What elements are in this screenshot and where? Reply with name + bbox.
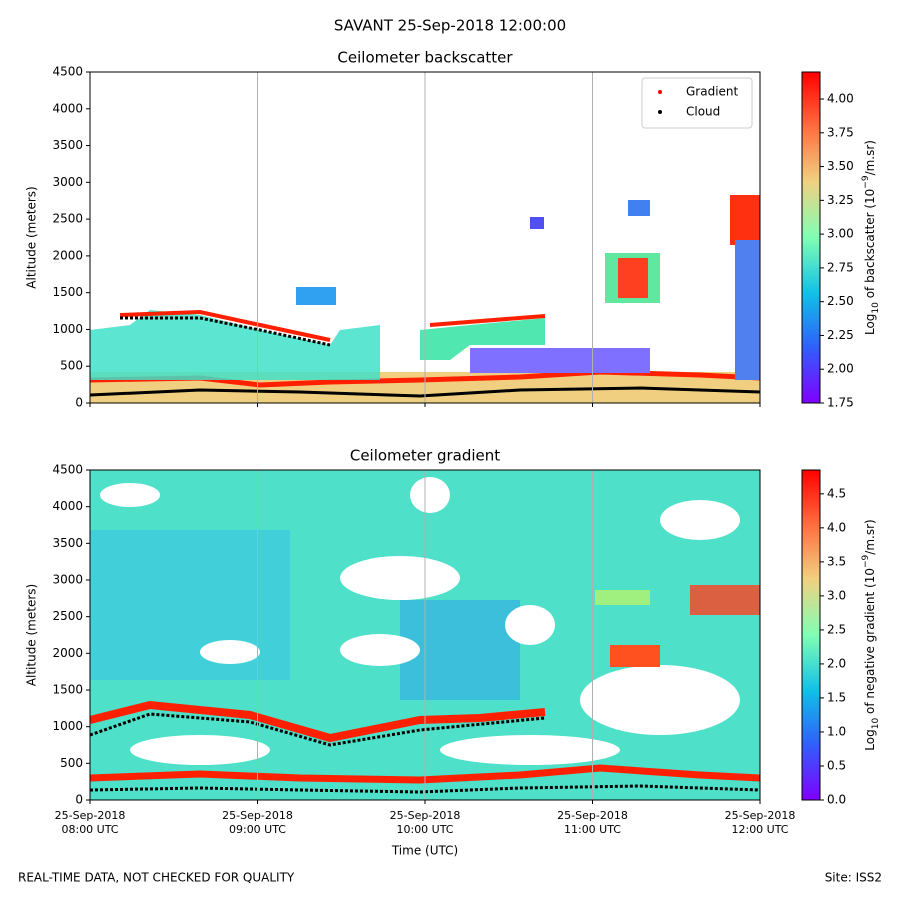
axes-frame bbox=[89, 71, 761, 404]
y-tick-label: 0 bbox=[75, 396, 83, 410]
x-tick-label: 11:00 UTC bbox=[564, 823, 621, 836]
colorbar-tick-label: 1.5 bbox=[827, 690, 846, 704]
colorbar-tick-label: 3.25 bbox=[827, 193, 854, 207]
x-tick-label: 08:00 UTC bbox=[61, 823, 118, 836]
y-tick-label: 500 bbox=[60, 756, 83, 770]
legend-box bbox=[641, 77, 753, 129]
x-tick-label: 09:00 UTC bbox=[229, 823, 286, 836]
legend-marker bbox=[658, 110, 662, 114]
colorbar-tick-label: 2.00 bbox=[827, 362, 854, 376]
colorbar-tick-label: 0.0 bbox=[827, 793, 846, 807]
colorbar-label-part: −9 bbox=[861, 175, 871, 189]
y-tick-label: 3000 bbox=[52, 175, 83, 189]
y-tick-label: 500 bbox=[60, 359, 83, 373]
colorbar-label-part: /m.sr) bbox=[863, 140, 877, 175]
colorbar-label-part: /m.sr) bbox=[863, 519, 877, 554]
colorbar-label-part: of negative gradient (10 bbox=[863, 568, 877, 718]
colorbar-tick-label: 4.00 bbox=[827, 92, 854, 106]
x-tick-label: 25-Sep-2018 bbox=[222, 809, 293, 822]
colorbar-label: Log10 of negative gradient (10−9/m.sr) bbox=[861, 519, 881, 750]
colorbar-label-part: 10 bbox=[871, 718, 881, 730]
chart-title: Ceilometer gradient bbox=[350, 447, 500, 465]
y-tick-label: 2500 bbox=[52, 212, 83, 226]
colorbar-label-part: −9 bbox=[861, 554, 871, 568]
y-tick-label: 3500 bbox=[52, 138, 83, 152]
backscatter-image bbox=[90, 195, 760, 403]
colorbar-tick-label: 3.75 bbox=[827, 125, 854, 139]
x-tick-label: 25-Sep-2018 bbox=[390, 809, 461, 822]
colorbar-label-part: 10 bbox=[871, 302, 881, 314]
y-tick-label: 0 bbox=[75, 793, 83, 807]
colorbar-tick-label: 1.75 bbox=[827, 396, 854, 410]
y-tick-label: 2000 bbox=[52, 646, 83, 660]
x-tick-label: 25-Sep-2018 bbox=[725, 809, 796, 822]
axes-frame bbox=[89, 469, 761, 801]
y-tick-label: 4000 bbox=[52, 101, 83, 115]
colorbar-tick-label: 2.50 bbox=[827, 294, 854, 308]
legend-label: Gradient bbox=[686, 85, 739, 99]
y-tick-label: 3500 bbox=[52, 536, 83, 550]
colorbar bbox=[801, 469, 821, 801]
y-tick-label: 1000 bbox=[52, 719, 83, 733]
y-tick-label: 3000 bbox=[52, 573, 83, 587]
colorbar-tick-label: 2.5 bbox=[827, 622, 846, 636]
footer-right: Site: ISS2 bbox=[825, 871, 882, 885]
colorbar-tick-label: 0.5 bbox=[827, 758, 846, 772]
x-axis-label: Time (UTC) bbox=[391, 844, 458, 858]
colorbar-label-part: Log bbox=[863, 729, 877, 750]
footer-left: REAL-TIME DATA, NOT CHECKED FOR QUALITY bbox=[18, 871, 295, 885]
colorbar-tick-label: 4.0 bbox=[827, 520, 846, 534]
suptitle: SAVANT 25-Sep-2018 12:00:00 bbox=[334, 17, 566, 35]
colorbar-tick-label: 2.25 bbox=[827, 328, 854, 342]
y-tick-label: 2000 bbox=[52, 248, 83, 262]
chart-title: Ceilometer backscatter bbox=[337, 49, 513, 67]
colorbar-label-part: of backscatter (10 bbox=[863, 189, 877, 302]
y-tick-label: 4500 bbox=[52, 65, 83, 79]
y-tick-label: 4500 bbox=[52, 463, 83, 477]
y-tick-label: 4000 bbox=[52, 499, 83, 513]
colorbar-tick-label: 3.00 bbox=[827, 227, 854, 241]
colorbar-label: Log10 of backscatter (10−9/m.sr) bbox=[861, 140, 881, 335]
colorbar-label-part: Log bbox=[863, 314, 877, 335]
x-tick-label: 12:00 UTC bbox=[731, 823, 788, 836]
y-axis-label: Altitude (meters) bbox=[25, 584, 39, 686]
colorbar-tick-label: 2.0 bbox=[827, 656, 846, 670]
colorbar-tick-label: 2.75 bbox=[827, 260, 854, 274]
x-tick-label: 10:00 UTC bbox=[396, 823, 453, 836]
y-tick-label: 1500 bbox=[52, 285, 83, 299]
colorbar-tick-label: 3.5 bbox=[827, 554, 846, 568]
y-tick-label: 1500 bbox=[52, 683, 83, 697]
x-tick-label: 25-Sep-2018 bbox=[55, 809, 126, 822]
colorbar-tick-label: 3.50 bbox=[827, 159, 854, 173]
y-tick-label: 1000 bbox=[52, 322, 83, 336]
colorbar-tick-label: 4.5 bbox=[827, 486, 846, 500]
colorbar bbox=[801, 71, 821, 404]
legend-marker bbox=[658, 90, 662, 94]
colorbar-tick-label: 1.0 bbox=[827, 724, 846, 738]
colorbar-tick-label: 3.0 bbox=[827, 588, 846, 602]
legend-label: Cloud bbox=[686, 105, 720, 119]
y-axis-label: Altitude (meters) bbox=[25, 186, 39, 288]
y-tick-label: 2500 bbox=[52, 609, 83, 623]
x-tick-label: 25-Sep-2018 bbox=[557, 809, 628, 822]
